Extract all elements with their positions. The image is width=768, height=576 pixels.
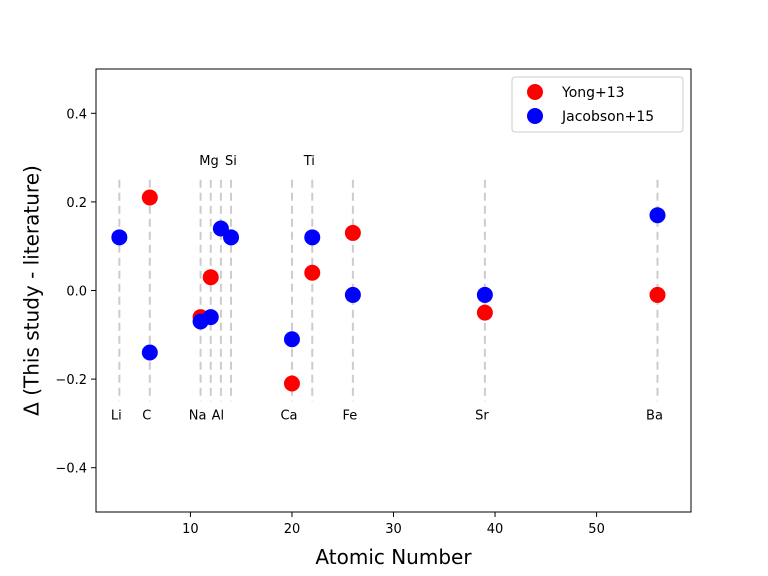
point-yong-13-3 bbox=[283, 375, 300, 392]
element-labels: Li C Na Mg Al Si Ca Ti Fe Sr Ba bbox=[111, 154, 663, 424]
x-tick-label: 20 bbox=[284, 522, 301, 537]
element-label-al: Al bbox=[212, 408, 225, 423]
legend-label: Yong+13 bbox=[561, 85, 625, 101]
element-label-mg: Mg bbox=[199, 154, 218, 169]
y-axis-ticks: −0.4 −0.2 0.0 0.2 0.4 bbox=[55, 107, 96, 477]
point-jacobson-15-3 bbox=[202, 309, 219, 326]
data-points bbox=[111, 189, 666, 392]
y-tick-label: 0.4 bbox=[66, 107, 87, 122]
legend-label: Jacobson+15 bbox=[561, 109, 654, 125]
point-yong-13-2 bbox=[202, 269, 219, 286]
element-label-c: C bbox=[142, 408, 151, 423]
legend-marker-yong-13 bbox=[527, 84, 543, 100]
x-axis-title: Atomic Number bbox=[315, 545, 472, 569]
element-lines bbox=[118, 179, 659, 402]
legend: Yong+13 Jacobson+15 bbox=[511, 76, 684, 133]
x-tick-label: 40 bbox=[487, 522, 504, 537]
point-jacobson-15-0 bbox=[111, 229, 128, 246]
y-axis-title: Δ (This study - literature) bbox=[20, 165, 44, 416]
point-yong-13-6 bbox=[476, 304, 493, 321]
point-yong-13-7 bbox=[649, 286, 666, 303]
plot-frame bbox=[95, 68, 692, 513]
point-jacobson-15-6 bbox=[283, 331, 300, 348]
point-jacobson-15-10 bbox=[649, 207, 666, 224]
legend-box bbox=[511, 76, 684, 133]
y-tick-label: 0.0 bbox=[66, 285, 87, 300]
point-jacobson-15-5 bbox=[223, 229, 240, 246]
point-jacobson-15-7 bbox=[304, 229, 321, 246]
point-yong-13-0 bbox=[141, 189, 158, 206]
element-label-fe: Fe bbox=[343, 408, 358, 423]
point-jacobson-15-8 bbox=[344, 286, 361, 303]
point-jacobson-15-9 bbox=[476, 286, 493, 303]
element-label-sr: Sr bbox=[475, 408, 489, 423]
point-yong-13-4 bbox=[304, 264, 321, 281]
element-label-ba: Ba bbox=[646, 408, 663, 423]
legend-marker-jacobson-15 bbox=[527, 108, 543, 124]
element-label-li: Li bbox=[111, 408, 122, 423]
x-tick-label: 50 bbox=[588, 522, 605, 537]
point-yong-13-5 bbox=[344, 224, 361, 241]
element-label-si: Si bbox=[225, 154, 237, 169]
element-label-ti: Ti bbox=[303, 154, 315, 169]
element-label-na: Na bbox=[189, 408, 207, 423]
y-tick-label: −0.4 bbox=[55, 462, 87, 477]
point-jacobson-15-1 bbox=[141, 344, 158, 361]
element-label-ca: Ca bbox=[280, 408, 297, 423]
x-tick-label: 30 bbox=[385, 522, 402, 537]
y-tick-label: −0.2 bbox=[55, 373, 87, 388]
x-tick-label: 10 bbox=[182, 522, 199, 537]
x-axis-ticks: 10 20 30 40 50 bbox=[182, 512, 605, 537]
y-tick-label: 0.2 bbox=[66, 196, 87, 211]
